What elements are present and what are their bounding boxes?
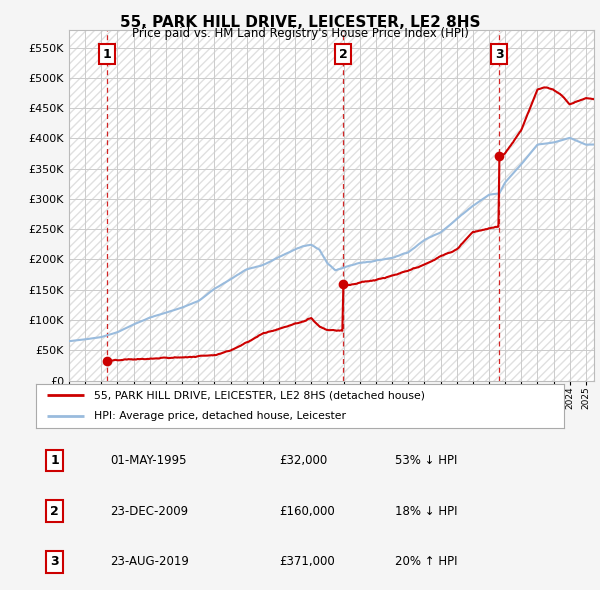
- Text: 55, PARK HILL DRIVE, LEICESTER, LE2 8HS: 55, PARK HILL DRIVE, LEICESTER, LE2 8HS: [120, 15, 480, 30]
- Text: £160,000: £160,000: [279, 504, 335, 518]
- Text: 2: 2: [339, 48, 347, 61]
- Text: 2: 2: [50, 504, 59, 518]
- Text: 3: 3: [495, 48, 503, 61]
- Text: 23-DEC-2009: 23-DEC-2009: [110, 504, 188, 518]
- Text: 1: 1: [50, 454, 59, 467]
- Text: 20% ↑ HPI: 20% ↑ HPI: [395, 555, 458, 569]
- Text: 23-AUG-2019: 23-AUG-2019: [110, 555, 189, 569]
- Text: £371,000: £371,000: [279, 555, 335, 569]
- Text: 53% ↓ HPI: 53% ↓ HPI: [395, 454, 457, 467]
- Text: 01-MAY-1995: 01-MAY-1995: [110, 454, 187, 467]
- Text: 1: 1: [103, 48, 112, 61]
- Text: 3: 3: [50, 555, 59, 569]
- Text: 55, PARK HILL DRIVE, LEICESTER, LE2 8HS (detached house): 55, PARK HILL DRIVE, LEICESTER, LE2 8HS …: [94, 391, 425, 401]
- Text: 18% ↓ HPI: 18% ↓ HPI: [395, 504, 458, 518]
- Text: HPI: Average price, detached house, Leicester: HPI: Average price, detached house, Leic…: [94, 411, 346, 421]
- Text: Price paid vs. HM Land Registry's House Price Index (HPI): Price paid vs. HM Land Registry's House …: [131, 27, 469, 40]
- Text: £32,000: £32,000: [279, 454, 327, 467]
